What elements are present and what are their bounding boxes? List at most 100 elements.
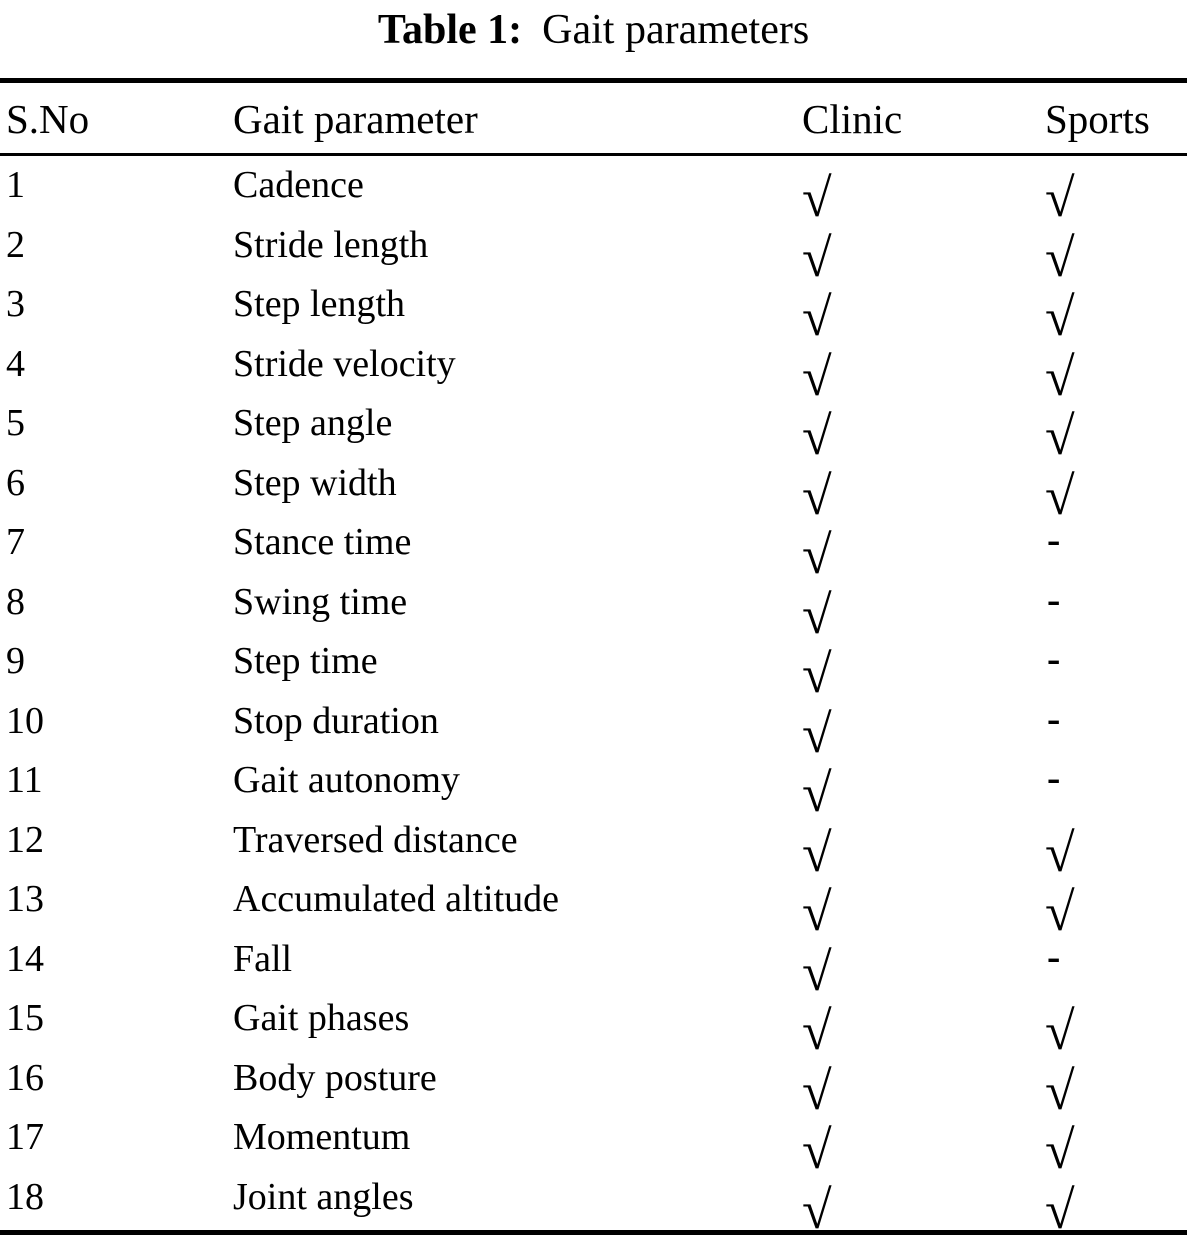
table-row: 13 Accumulated altitude √ √ [0,874,1187,939]
clinic-mark: √ [802,287,832,347]
table-row: 6 Step width √ √ [0,458,1187,523]
table-row: 9 Step time √ - [0,636,1187,701]
sports-mark: √ [1045,227,1075,288]
sports-mark: √ [1045,1179,1075,1240]
sports-mark: - [1047,636,1061,681]
table-header-row: S.No Gait parameter Clinic Sports [0,88,1187,150]
clinic-mark: √ [802,346,832,407]
table-row: 15 Gait phases √ √ [0,993,1187,1058]
row-number: 15 [6,997,44,1039]
header-rule [0,153,1187,156]
gait-parameter: Step time [233,640,378,682]
row-number: 14 [6,937,44,980]
sports-mark: √ [1045,1120,1075,1180]
row-number: 8 [6,580,25,623]
sports-mark: √ [1045,1060,1075,1121]
row-number: 3 [6,283,25,325]
clinic-mark: √ [802,1060,832,1121]
clinic-mark: √ [802,227,832,288]
gait-parameter: Momentum [233,1116,411,1158]
bottom-rule [0,1230,1187,1235]
header-sports: Sports [1045,96,1150,142]
row-number: 9 [6,640,25,682]
sports-mark: √ [1045,168,1075,228]
clinic-mark: √ [802,584,832,645]
header-sno: S.No [6,96,90,142]
gait-parameter: Swing time [233,580,408,623]
table-row: 17 Momentum √ √ [0,1112,1187,1177]
header-clinic: Clinic [802,96,903,142]
gait-parameter: Step width [233,461,397,504]
table-row: 2 Stride length √ √ [0,220,1187,285]
table-row: 4 Stride velocity √ √ [0,339,1187,404]
sports-mark: √ [1045,882,1075,942]
gait-parameter: Fall [233,937,293,980]
sports-mark: - [1047,755,1061,800]
clinic-mark: √ [802,465,832,526]
row-number: 11 [6,759,43,801]
row-number: 2 [6,223,25,266]
table-row: 8 Swing time √ - [0,576,1187,642]
gait-parameter: Stride velocity [233,342,456,385]
table-body: 1 Cadence √ √ 2 Stride length √ √ 3 Step… [0,160,1187,1237]
table-caption: Table 1: Gait parameters [0,2,1187,58]
gait-parameter: Joint angles [233,1175,414,1218]
table-row: 12 Traversed distance √ √ [0,815,1187,880]
table-caption-label: Table 1: [377,7,523,53]
sports-mark: - [1047,933,1061,979]
table-row: 18 Joint angles √ √ [0,1172,1187,1237]
row-number: 5 [6,402,25,444]
row-number: 16 [6,1056,44,1099]
clinic-mark: √ [802,703,832,764]
gait-parameter: Accumulated altitude [233,878,560,920]
row-number: 1 [6,164,25,206]
clinic-mark: √ [802,822,832,883]
sports-mark: √ [1045,346,1075,407]
clinic-mark: √ [802,1179,832,1240]
gait-parameter: Gait autonomy [233,759,460,801]
sports-mark: - [1047,576,1061,622]
clinic-mark: √ [802,763,832,823]
row-number: 17 [6,1116,44,1158]
table-row: 3 Step length √ √ [0,279,1187,344]
sports-mark: - [1047,517,1061,562]
row-number: 6 [6,461,25,504]
table-row: 14 Fall √ - [0,933,1187,999]
clinic-mark: √ [802,941,832,1002]
gait-parameter: Body posture [233,1056,437,1099]
sports-mark: √ [1045,822,1075,883]
table-row: 5 Step angle √ √ [0,398,1187,463]
clinic-mark: √ [802,882,832,942]
clinic-mark: √ [802,406,832,466]
gait-parameter: Traversed distance [233,818,518,861]
table-row: 16 Body posture √ √ [0,1053,1187,1118]
gait-parameter: Step length [233,283,406,325]
clinic-mark: √ [802,1120,832,1180]
sports-mark: √ [1045,287,1075,347]
gait-parameter: Gait phases [233,997,410,1039]
header-gait-parameter: Gait parameter [233,96,478,142]
gait-parameter: Step angle [233,402,393,444]
table-row: 1 Cadence √ √ [0,160,1187,225]
sports-mark: - [1047,695,1061,741]
row-number: 7 [6,521,25,563]
gait-parameter: Stance time [233,521,412,563]
gait-parameter: Cadence [233,164,364,206]
clinic-mark: √ [802,1001,832,1061]
clinic-mark: √ [802,644,832,704]
row-number: 18 [6,1175,44,1218]
top-rule [0,78,1187,83]
gait-parameter: Stop duration [233,699,439,742]
row-number: 4 [6,342,25,385]
sports-mark: √ [1045,465,1075,526]
sports-mark: √ [1045,1001,1075,1061]
table-row: 7 Stance time √ - [0,517,1187,582]
row-number: 13 [6,878,44,920]
clinic-mark: √ [802,525,832,585]
row-number: 12 [6,818,44,861]
row-number: 10 [6,699,44,742]
table-row: 10 Stop duration √ - [0,695,1187,761]
table-caption-title: Gait parameters [542,7,810,53]
table-row: 11 Gait autonomy √ - [0,755,1187,820]
